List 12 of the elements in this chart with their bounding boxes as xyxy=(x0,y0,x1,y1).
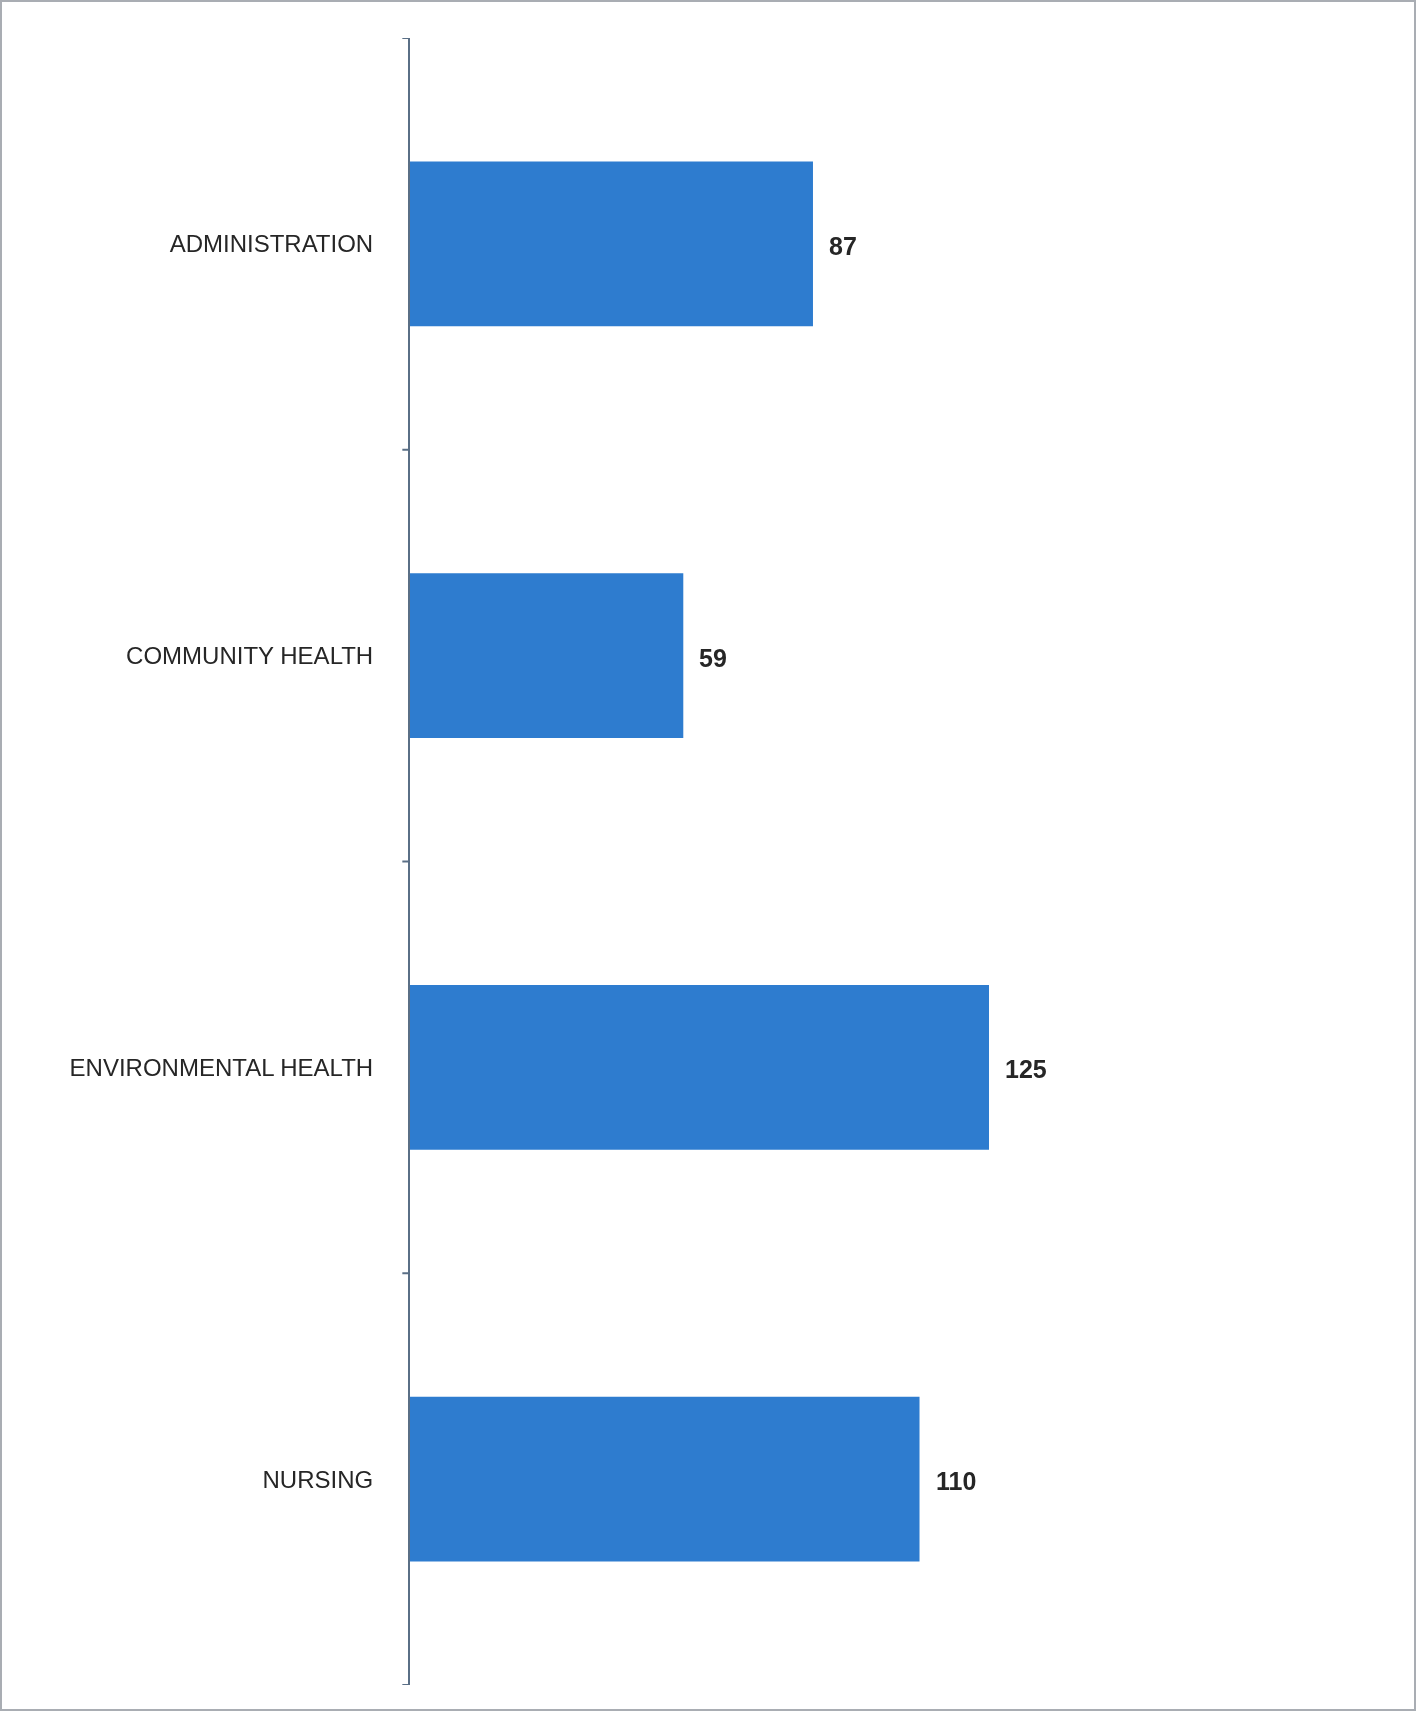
data-label: 59 xyxy=(699,644,727,672)
bar xyxy=(410,1396,920,1562)
data-label: 125 xyxy=(1005,1055,1047,1083)
data-label: 87 xyxy=(829,232,857,260)
bar xyxy=(410,161,813,327)
y-tick-label: ADMINISTRATION xyxy=(169,230,374,258)
bar xyxy=(410,985,989,1150)
y-tick-label: COMMUNITY HEALTH xyxy=(126,642,374,670)
data-label: 110 xyxy=(936,1467,977,1495)
y-tick-label: NURSING xyxy=(262,1465,374,1493)
y-tick-label: ENVIRONMENTAL HEALTH xyxy=(69,1053,374,1081)
bar xyxy=(410,573,684,738)
